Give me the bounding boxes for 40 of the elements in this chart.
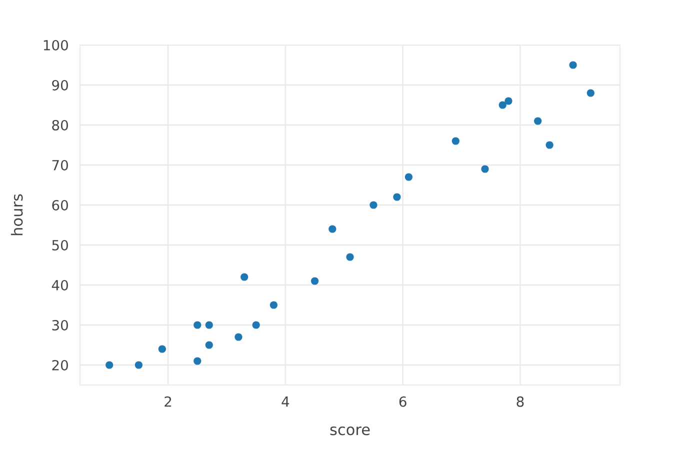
y-tick-label: 100: [44, 40, 68, 50]
point: [534, 117, 542, 125]
point: [240, 273, 248, 281]
y-tick-label: 20: [52, 360, 68, 370]
point: [205, 321, 213, 329]
point: [328, 225, 336, 233]
point: [404, 173, 412, 181]
point: [194, 357, 202, 365]
point: [569, 61, 577, 69]
point: [158, 345, 166, 353]
y-axis-title: hours: [10, 194, 23, 236]
point: [252, 321, 260, 329]
y-tick-label: 70: [52, 160, 68, 170]
x-tick-label: 4: [282, 396, 290, 407]
y-tick-label: 50: [52, 240, 68, 250]
x-axis-title: score: [330, 426, 370, 436]
point: [393, 193, 401, 201]
point: [504, 97, 512, 105]
point: [134, 361, 142, 369]
y-tick-label: 40: [52, 280, 68, 290]
point: [194, 321, 202, 329]
point: [205, 341, 213, 349]
point: [106, 361, 114, 369]
x-tick-label: 2: [164, 396, 172, 407]
point: [270, 301, 278, 309]
y-tick-label: 90: [52, 80, 68, 90]
y-tick-label: 80: [52, 120, 68, 130]
y-tick-label: 60: [52, 200, 68, 210]
point: [546, 141, 554, 149]
point: [498, 101, 506, 109]
point: [370, 201, 378, 209]
y-tick-label: 30: [52, 320, 68, 330]
x-tick-label: 8: [516, 396, 524, 407]
point: [234, 333, 242, 341]
point: [586, 89, 594, 97]
point: [310, 277, 319, 285]
point: [481, 165, 489, 173]
x-tick-label: 6: [399, 396, 406, 407]
point: [452, 137, 460, 145]
point: [346, 253, 354, 261]
